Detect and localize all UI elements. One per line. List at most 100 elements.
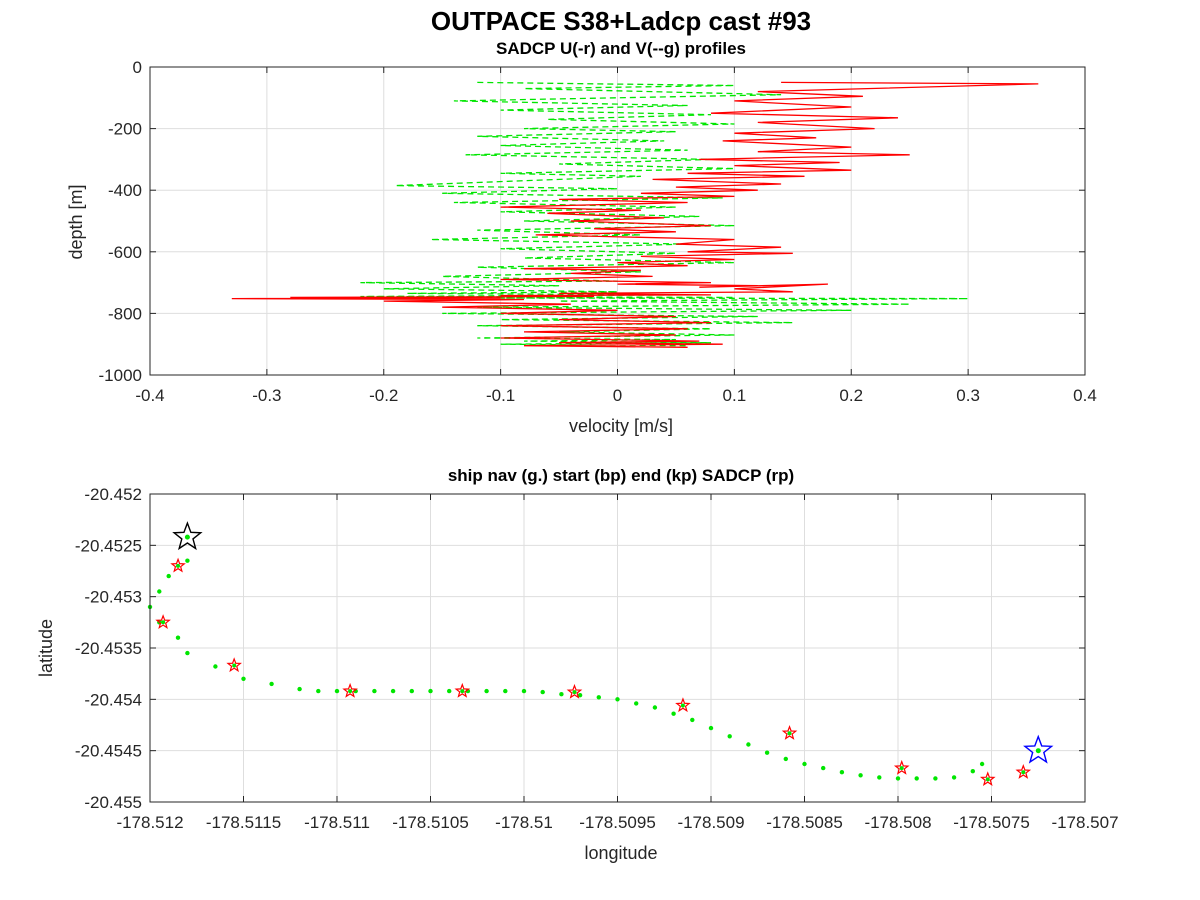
velocity-xtick-label: 0.2 [839, 386, 863, 405]
nav-point [690, 717, 695, 723]
velocity-ytick-label: 0 [133, 58, 142, 77]
nav-ytick-label: -20.454 [84, 690, 142, 709]
nav-point [447, 688, 452, 694]
nav-xtick-label: -178.512 [116, 813, 183, 832]
nav-ytick-label: -20.4545 [75, 742, 142, 761]
sadcp-point [566, 683, 583, 699]
nav-point [390, 688, 396, 694]
nav-point [764, 750, 770, 755]
velocity-ytick-label: -800 [108, 304, 142, 323]
figure-title: OUTPACE S38+Ladcp cast #93 [431, 6, 811, 36]
velocity-profile-title: SADCP U(-r) and V(--g) profiles [496, 39, 746, 58]
nav-xtick-label: -178.5085 [766, 813, 843, 832]
sadcp-point-center [1021, 770, 1026, 775]
sadcp-point-center [985, 777, 990, 782]
sadcp-point [675, 697, 691, 713]
nav-point [970, 769, 975, 774]
nav-point [166, 573, 171, 579]
velocity-xlabel: velocity [m/s] [569, 416, 673, 436]
nav-ytick-label: -20.455 [84, 793, 142, 812]
nav-point [877, 775, 882, 780]
velocity-xtick-label: -0.4 [135, 386, 164, 405]
sadcp-point [979, 771, 996, 787]
nav-ylabel: latitude [36, 619, 56, 677]
sadcp-point [342, 682, 358, 698]
velocity-ticks: -0.4 -0.3 -0.2 -0.1 0 0.1 0.2 0.3 0.4 0 -200 -400 -6… [99, 58, 1097, 405]
nav-point [213, 664, 218, 669]
velocity-xtick-label: -0.2 [369, 386, 398, 405]
nav-point [652, 705, 658, 710]
nav-xtick-label: -178.509 [677, 813, 744, 832]
sadcp-point [226, 657, 242, 673]
nav-point [783, 756, 788, 762]
velocity-ylabel: depth [m] [66, 184, 86, 259]
nav-point [821, 765, 826, 771]
start-point-center [1035, 748, 1041, 754]
sadcp-point-center [899, 766, 904, 771]
nav-point [409, 688, 414, 694]
velocity-ytick-label: -200 [108, 120, 142, 139]
nav-point [727, 734, 732, 739]
nav-xtick-label: -178.507 [1051, 813, 1118, 832]
nav-xlabel: longitude [584, 843, 657, 863]
nav-xtick-label: -178.51 [495, 813, 553, 832]
nav-point [157, 589, 162, 594]
sadcp-point [454, 682, 471, 698]
nav-point [708, 725, 714, 731]
sadcp-point-center [680, 703, 685, 708]
nav-xtick-label: -178.511 [304, 813, 370, 832]
nav-point [914, 776, 919, 781]
nav-point [895, 776, 901, 781]
nav-point [559, 692, 564, 697]
nav-point [746, 742, 751, 747]
sadcp-point [155, 614, 171, 629]
sadcp-point [170, 557, 186, 573]
nav-point [540, 689, 545, 695]
sadcp-point-center [348, 689, 353, 694]
nav-point [428, 688, 433, 694]
nav-point [802, 761, 807, 767]
nav-point [521, 688, 527, 694]
velocity-grid [149, 66, 1086, 376]
velocity-ytick-label: -1000 [99, 366, 142, 385]
velocity-xtick-label: 0.3 [956, 386, 980, 405]
nav-point [503, 688, 508, 694]
nav-point [596, 695, 601, 700]
nav-ytick-label: -20.4525 [75, 536, 142, 555]
nav-point [484, 688, 489, 694]
velocity-profile-plot: SADCP U(-r) and V(--g) profiles -0.4 -0.3… [66, 39, 1097, 436]
sadcp-point [893, 759, 910, 775]
nav-point [175, 635, 181, 640]
sadcp-point-center [460, 689, 465, 694]
nav-point [634, 701, 639, 706]
start-point-marker [1023, 734, 1054, 764]
nav-xtick-label: -178.5075 [953, 813, 1030, 832]
v-velocity-line [360, 81, 969, 347]
nav-point [839, 770, 845, 775]
nav-point [858, 773, 863, 778]
sadcp-point-center [572, 690, 577, 695]
sadcp-point-center [176, 563, 180, 568]
nav-point [372, 688, 377, 694]
nav-point [185, 558, 190, 563]
velocity-xtick-label: 0 [613, 386, 622, 405]
nav-series [147, 521, 1054, 787]
end-point-marker [172, 521, 203, 551]
nav-point [297, 686, 302, 692]
nav-xtick-label: -178.508 [864, 813, 931, 832]
sadcp-point [1015, 764, 1032, 779]
velocity-xtick-label: -0.1 [486, 386, 515, 405]
velocity-xtick-label: 0.4 [1073, 386, 1097, 405]
end-point-center [184, 534, 190, 540]
nav-point [269, 681, 274, 687]
velocity-xtick-label: 0.1 [723, 386, 747, 405]
nav-point [951, 775, 957, 780]
nav-ytick-label: -20.4535 [75, 639, 142, 658]
nav-point [241, 676, 246, 681]
sadcp-point-center [787, 731, 792, 736]
nav-grid [149, 493, 1086, 803]
nav-xtick-label: -178.5105 [392, 813, 469, 832]
velocity-xtick-label: -0.3 [252, 386, 281, 405]
